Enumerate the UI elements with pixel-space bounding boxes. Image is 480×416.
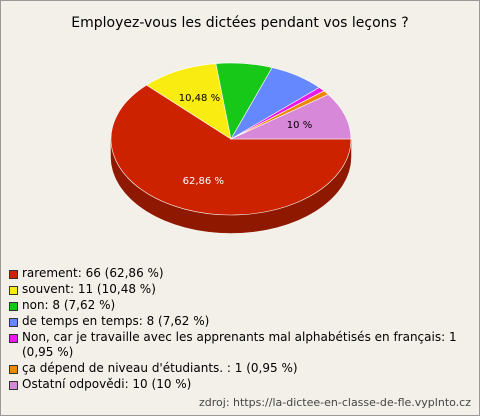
data-label: 10,48 % [179,93,220,104]
legend-label: rarement: 66 (62,86 %) [22,266,164,280]
slice [110,84,352,216]
chart-title: Employez-vous les dictées pendant vos le… [71,15,408,31]
source: zdroj: https://la-dictee-en-classe-de-fl… [199,396,471,409]
legend-label: Ostatní odpovědi: 10 (10 %) [22,377,192,391]
legend-label: non: 8 (7,62 %) [22,298,116,312]
legend-label: Non, car je travaille avec les apprenant… [22,330,457,359]
legend-swatch [9,365,18,374]
legend-swatch [9,318,18,327]
legend-item: de temps en temps: 8 (7,62 %) [9,314,459,329]
slice [145,63,232,140]
legend-item: rarement: 66 (62,86 %) [9,266,459,281]
legend-label: ça dépend de niveau d'étudiants. : 1 (0,… [22,361,298,375]
legend-item: non: 8 (7,62 %) [9,298,459,313]
legend-item: souvent: 11 (10,48 %) [9,282,459,297]
legend-swatch [9,302,18,311]
legend-item: Ostatní odpovědi: 10 (10 %) [9,377,459,392]
legend-item: Non, car je travaille avec les apprenant… [9,330,459,360]
slice [230,94,352,140]
data-label: 10 % [287,120,312,131]
pie-area: Employez-vous les dictées pendant vos le… [71,15,409,234]
legend-item: ça dépend de niveau d'étudiants. : 1 (0,… [9,361,459,376]
legend-swatch [9,334,18,343]
legend-swatch [9,270,18,279]
data-label: 62,86 % [183,176,224,187]
legend-swatch [9,381,18,390]
legend-label: de temps en temps: 8 (7,62 %) [22,314,210,328]
legend-swatch [9,286,18,295]
legend-label: souvent: 11 (10,48 %) [22,282,156,296]
legend: rarement: 66 (62,86 %) souvent: 11 (10,48… [9,266,459,393]
